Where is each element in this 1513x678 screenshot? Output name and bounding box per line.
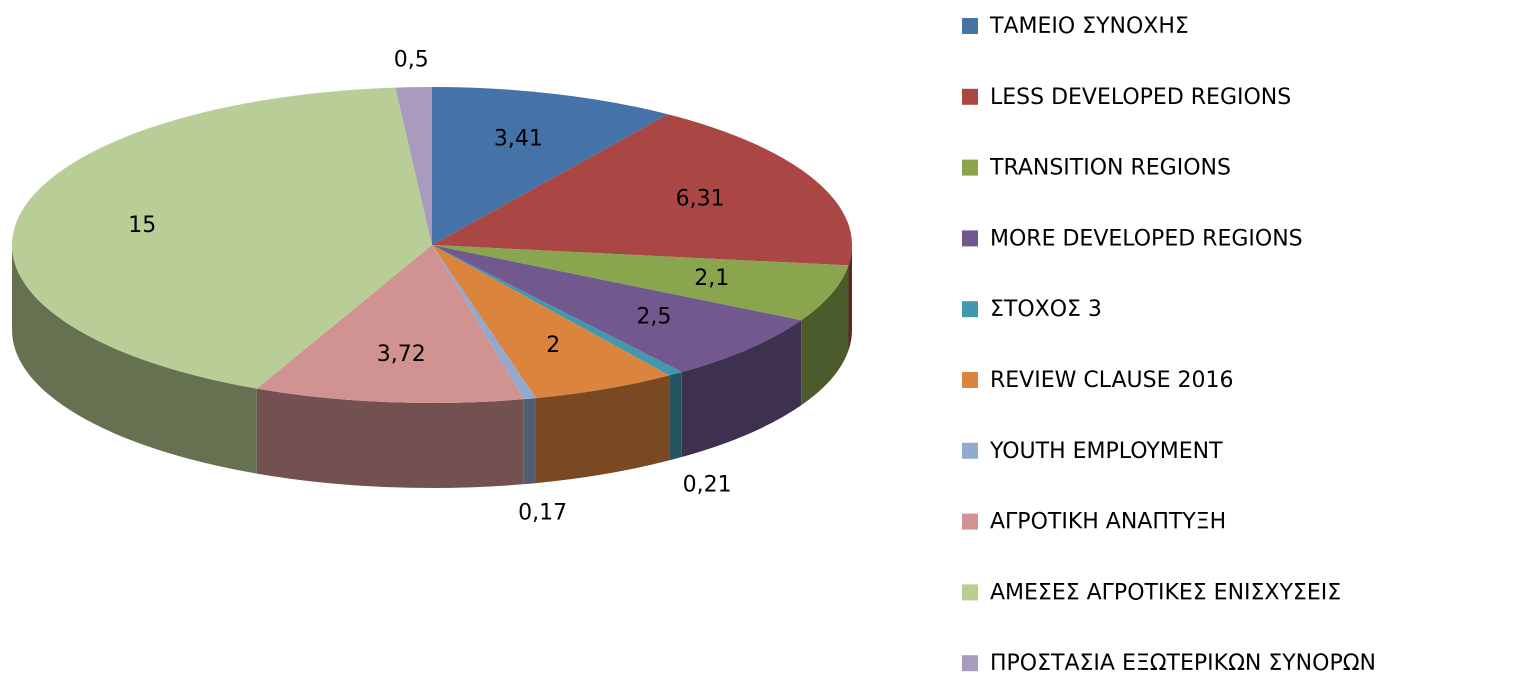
legend-marker [962,584,978,601]
legend-label: ΤΑΜΕΙΟ ΣΥΝΟΧΗΣ [989,14,1189,39]
data-label: 0,17 [518,501,567,526]
pie-slice [256,245,524,404]
legend-marker [962,513,978,530]
legend-label: ΑΜΕΣΕΣ ΑΓΡΟΤΙΚΕΣ ΕΝΙΣΧΥΣΕΙΣ [990,580,1341,605]
legend-label: REVIEW CLAUSE 2016 [990,368,1234,393]
data-label: 0,21 [683,472,732,497]
legend-marker [962,88,978,105]
pie-slice [432,245,670,399]
legend-label: TRANSITION REGIONS [989,156,1231,181]
pie-side [681,320,802,458]
pie-side [11,245,257,474]
pie-side [801,265,849,406]
legend-marker [962,301,978,318]
pie-side [848,245,852,351]
legend-label: ΣΤΟΧΟΣ 3 [990,297,1102,322]
legend-marker [962,18,978,34]
pie-slice [432,87,668,245]
pie-slice [432,245,536,400]
pie-side [256,388,524,489]
data-label: 3,72 [377,342,426,367]
legend-label: ΑΓΡΟΤΙΚΗ ΑΝΑΠΤΥΞΗ [990,510,1226,535]
data-label: 2,5 [636,305,671,330]
legend-marker [962,230,978,247]
data-label: 3,41 [494,126,543,151]
pie-side [535,375,670,484]
legend-marker [962,655,978,672]
pie-slice [432,245,802,373]
data-label: 2 [546,333,560,358]
data-label: 6,31 [676,187,725,212]
legend-marker [962,442,978,459]
pie-side [669,372,682,461]
pie-side [523,398,536,485]
legend-label: LESS DEVELOPED REGIONS [990,85,1291,110]
data-label: 0,5 [394,48,429,73]
pie-slice [395,86,432,245]
legend-label: YOUTH EMPLOYMENT [989,439,1223,464]
pie-slice [432,245,682,376]
legend-marker [962,372,978,388]
data-label: 2,1 [694,266,729,291]
data-label: 15 [128,213,156,238]
pie-slice [432,245,849,321]
legend-label: ΠΡΟΣΤΑΣΙΑ ΕΞΩΤΕΡΙΚΩΝ ΣΥΝΟΡΩΝ [990,651,1376,676]
pie-slice [11,87,432,389]
legend-label: MORE DEVELOPED REGIONS [990,226,1303,251]
pie-slice [432,114,853,266]
legend-marker [962,159,978,176]
